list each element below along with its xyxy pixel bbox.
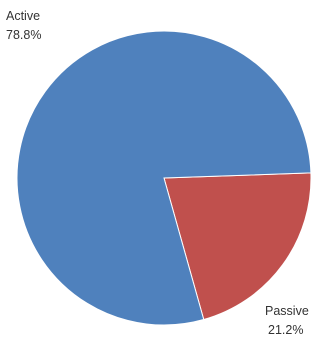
data-label-passive-percent: 21.2% <box>268 323 303 337</box>
data-label-passive-name: Passive <box>265 304 309 318</box>
pie-slice-passive <box>163 172 312 321</box>
data-label-active-name: Active <box>6 9 40 23</box>
data-label-active-percent: 78.8% <box>6 28 41 42</box>
data-label-passive: Passive 21.2% <box>265 304 309 337</box>
data-label-active: Active 78.8% <box>6 9 41 42</box>
pie-slice-active <box>16 30 312 326</box>
pie-slices <box>16 30 312 326</box>
